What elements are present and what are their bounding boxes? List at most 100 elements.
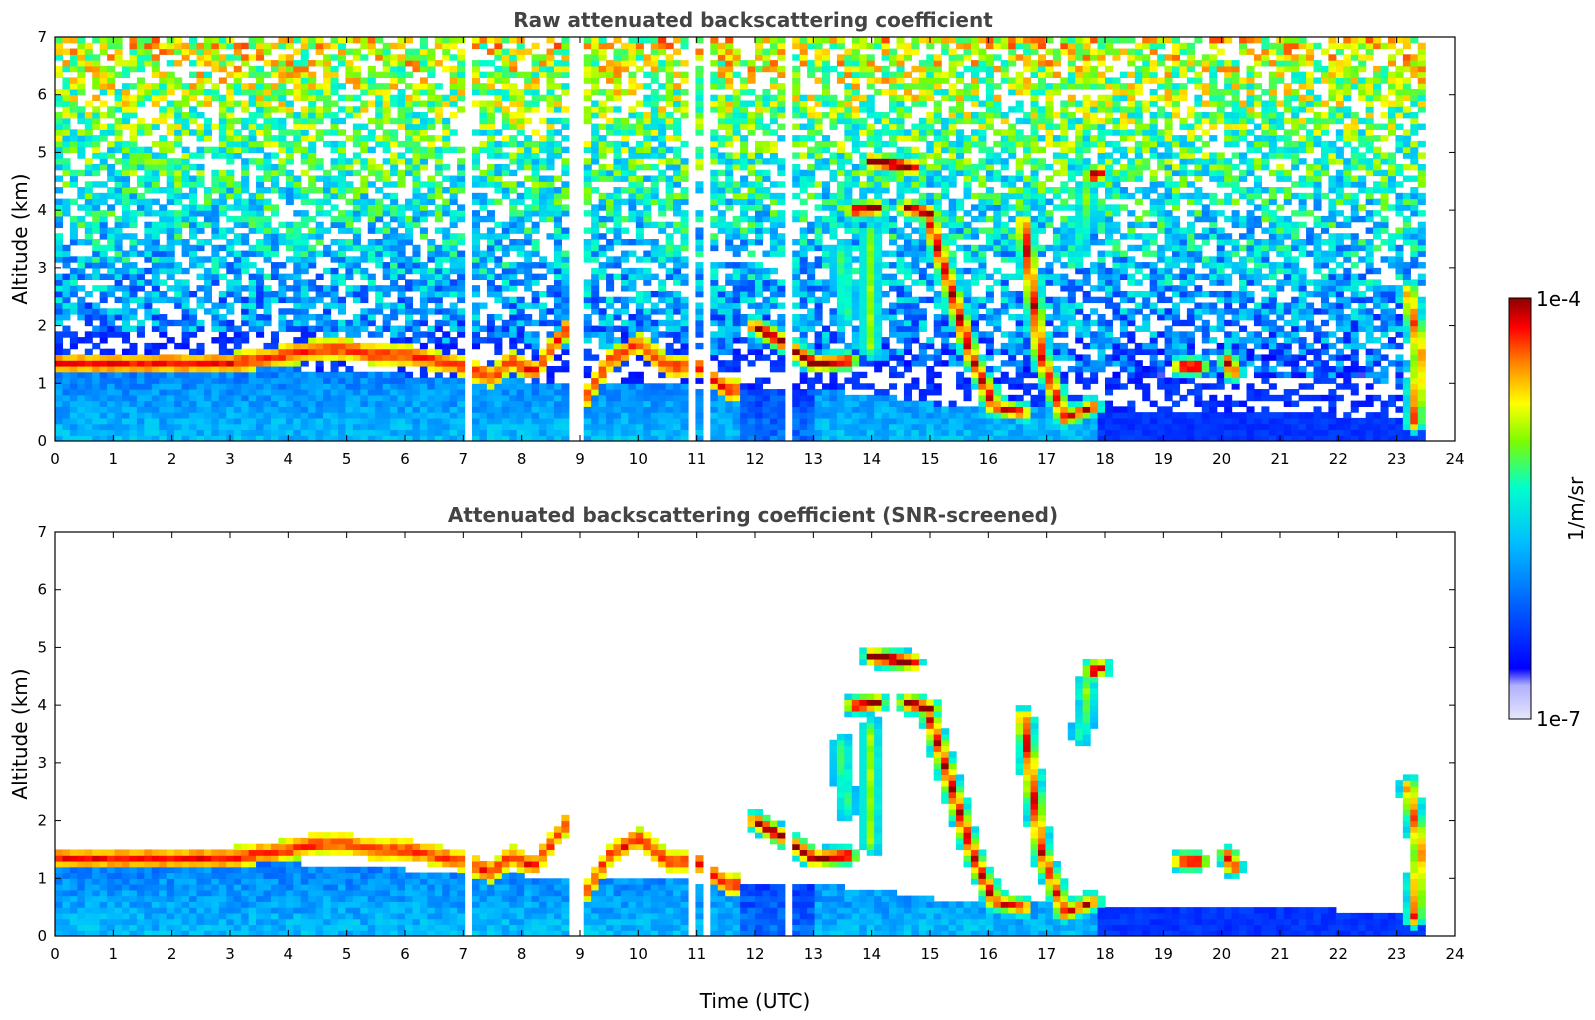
heatmap-cell (84, 65, 93, 73)
heatmap-cell (107, 394, 116, 402)
heatmap-cell (561, 83, 570, 90)
heatmap-cell (144, 412, 153, 419)
heatmap-cell (606, 435, 615, 441)
heatmap-cell (69, 112, 78, 119)
heatmap-cell (680, 383, 689, 390)
heatmap-cell (144, 348, 153, 356)
heatmap-cell (218, 290, 227, 298)
heatmap-cell (755, 187, 764, 194)
heatmap-cell (561, 273, 570, 280)
heatmap-cell (561, 48, 570, 55)
heatmap-cell (196, 354, 205, 361)
heatmap-cell (293, 360, 302, 367)
heatmap-cell (337, 163, 347, 171)
heatmap-cell (144, 296, 153, 304)
heatmap-cell (635, 377, 644, 384)
heatmap-cell (405, 221, 414, 229)
heatmap-cell (352, 239, 361, 246)
heatmap-cell (412, 348, 421, 356)
heatmap-cell (285, 325, 294, 332)
heatmap-cell (583, 417, 592, 425)
heatmap-cell (419, 54, 428, 61)
heatmap-cell (494, 325, 503, 332)
heatmap-cell (203, 198, 212, 205)
heatmap-cell (300, 152, 309, 159)
heatmap-cell (189, 42, 198, 50)
heatmap-cell (367, 273, 376, 280)
heatmap-cell (300, 210, 309, 217)
heatmap-cell (710, 158, 719, 165)
heatmap-cell (181, 129, 190, 136)
heatmap-cell (92, 435, 101, 441)
heatmap-cell (643, 342, 652, 350)
heatmap-cell (107, 435, 116, 441)
heatmap-cell (315, 42, 324, 50)
heatmap-cell (561, 302, 570, 309)
heatmap-cell (226, 54, 235, 61)
heatmap-cell (174, 106, 183, 113)
heatmap-cell (643, 250, 652, 257)
heatmap-cell (92, 377, 101, 384)
heatmap-cell (591, 417, 600, 425)
heatmap-cell (107, 371, 116, 379)
heatmap-cell (486, 140, 495, 148)
heatmap-cell (129, 239, 138, 246)
heatmap-cell (740, 394, 749, 402)
heatmap-cell (732, 233, 741, 240)
heatmap-cell (62, 348, 71, 356)
heatmap-cell (293, 250, 302, 257)
heatmap-cell (390, 140, 399, 148)
heatmap-cell (293, 308, 302, 315)
heatmap-cell (174, 129, 183, 136)
heatmap-cell (293, 239, 302, 246)
heatmap-cell (643, 117, 652, 125)
heatmap-cell (62, 158, 71, 165)
heatmap-cell (390, 354, 399, 361)
heatmap-cell (77, 221, 86, 229)
heatmap-cell (509, 308, 518, 315)
heatmap-cell (457, 54, 466, 61)
heatmap-cell (635, 290, 644, 298)
heatmap-cell (524, 273, 533, 280)
heatmap-cell (390, 256, 399, 263)
heatmap-cell (673, 106, 682, 113)
heatmap-cell (345, 337, 354, 344)
heatmap-cell (330, 158, 339, 165)
heatmap-cell (218, 429, 227, 436)
heatmap-cell (442, 187, 451, 194)
heatmap-cell (665, 325, 674, 332)
heatmap-cell (740, 267, 749, 275)
heatmap-cell (360, 354, 369, 361)
heatmap-cell (129, 94, 138, 102)
heatmap-cell (472, 129, 481, 136)
heatmap-cell (55, 135, 64, 142)
heatmap-cell (256, 365, 265, 373)
heatmap-cell (323, 187, 332, 194)
heatmap-cell (762, 389, 771, 396)
heatmap-cell (92, 273, 101, 280)
heatmap-cell (69, 83, 78, 90)
heatmap-cell (442, 314, 451, 321)
heatmap-cell (211, 146, 220, 154)
heatmap-cell (166, 100, 175, 107)
heatmap-cell (99, 227, 108, 234)
heatmap-cell (509, 365, 518, 373)
heatmap-cell (382, 158, 391, 165)
heatmap-cell (367, 389, 376, 396)
heatmap-cell (92, 192, 101, 200)
heatmap-cell (166, 181, 175, 188)
heatmap-cell (680, 365, 689, 373)
heatmap-cell (665, 412, 674, 419)
heatmap-cell (285, 400, 294, 407)
heatmap-cell (635, 227, 644, 234)
heatmap-cell (524, 88, 533, 96)
heatmap-cell (606, 175, 615, 182)
heatmap-cell (665, 158, 674, 165)
heatmap-cell (479, 71, 488, 78)
heatmap-cell (92, 71, 101, 78)
heatmap-cell (472, 60, 481, 67)
heatmap-cell (457, 256, 466, 263)
heatmap-cell (330, 423, 339, 431)
heatmap-cell (486, 135, 495, 142)
heatmap-cell (99, 192, 108, 200)
